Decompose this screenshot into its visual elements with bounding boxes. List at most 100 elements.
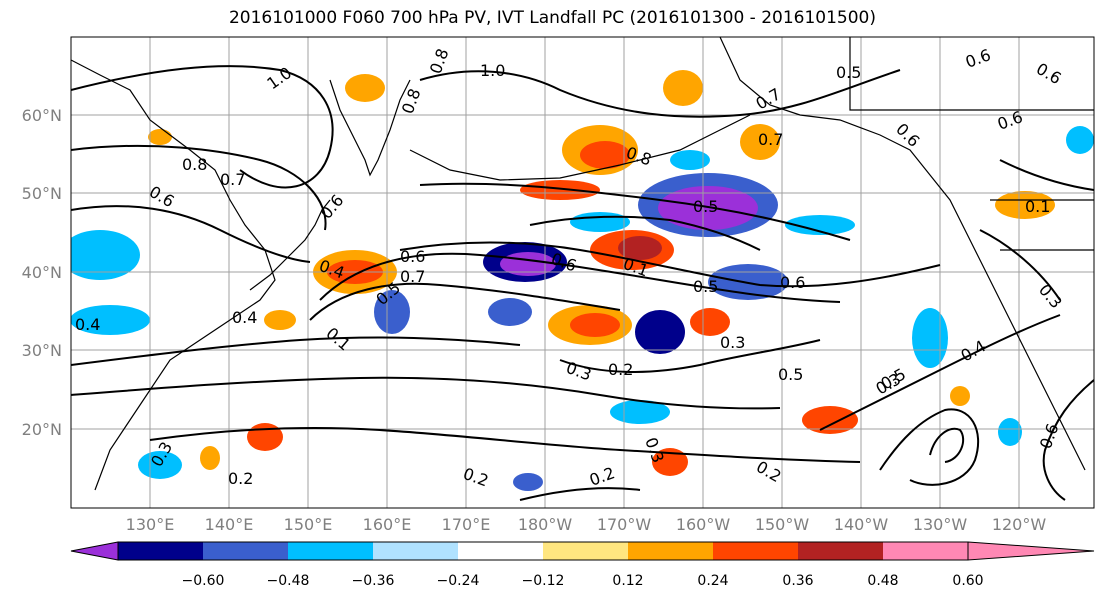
lat-labels: 60°N 50°N 40°N 30°N 20°N: [22, 106, 62, 439]
contour-line: [519, 487, 641, 501]
contour-label: 0.6: [400, 247, 425, 266]
gridlines: [71, 37, 1094, 508]
contour-label: 0.1: [1025, 197, 1050, 216]
contour-label: 0.3: [720, 333, 745, 352]
shade-blob: [71, 230, 140, 280]
contour-label: 0.5: [836, 63, 861, 82]
shade-blob: [740, 124, 780, 160]
contour-label: 0.5: [693, 277, 718, 296]
shade-blob: [670, 150, 710, 170]
contour-label: 0.2: [228, 469, 253, 488]
lon-label: 150°W: [755, 515, 810, 534]
coastlines: [71, 37, 1094, 491]
contour-line: [419, 182, 851, 241]
contour-line: [1042, 379, 1094, 501]
lon-label: 130°E: [126, 515, 175, 534]
shade-blob: [618, 236, 662, 260]
lat-label: 60°N: [22, 106, 62, 125]
lon-label: 170°E: [442, 515, 491, 534]
colorbar-tick-label: −0.36: [352, 573, 395, 589]
colorbar-tick-label: 0.48: [867, 573, 898, 589]
shade-blob: [71, 305, 150, 335]
shade-blob: [950, 386, 970, 406]
shade-blob: [200, 446, 220, 470]
colorbar: −0.60 −0.48 −0.36 −0.24 −0.12 0.12 0.24 …: [70, 541, 1095, 589]
contour-label: 0.8: [182, 155, 207, 174]
contour-line: [999, 159, 1094, 191]
contour-line: [71, 144, 327, 231]
shade-blob: [998, 418, 1022, 446]
shade-blob: [690, 308, 730, 336]
colorbar-tick-label: 0.12: [612, 573, 643, 589]
shade-blob: [513, 473, 543, 491]
shade-blob: [520, 180, 600, 200]
contour-line: [71, 336, 521, 366]
contour-label: 0.7: [220, 170, 245, 189]
colorbar-tick-label: 0.36: [782, 573, 813, 589]
contour-line: [319, 252, 841, 303]
aleutians: [409, 114, 751, 181]
lat-label: 40°N: [22, 263, 62, 282]
colorbar-tick-label: −0.24: [437, 573, 480, 589]
shade-blob: [570, 212, 630, 232]
shade-blob: [247, 423, 283, 451]
shade-blob: [912, 308, 948, 368]
contour-label: 0.4: [75, 315, 100, 334]
shade-blob: [610, 400, 670, 424]
shade-blob: [995, 191, 1055, 219]
asia-coast: [71, 59, 276, 491]
colorbar-segment: [883, 542, 968, 560]
contour-line: [929, 427, 965, 463]
lon-label: 140°W: [834, 515, 889, 534]
shade-blob: [802, 406, 858, 434]
contour-line: [309, 282, 621, 321]
shade-blob: [663, 70, 703, 106]
shade-blob: [374, 290, 410, 334]
contour-line: [529, 215, 761, 251]
shade-blob: [488, 298, 532, 326]
map-title: 2016101000 F060 700 hPa PV, IVT Landfall…: [228, 8, 876, 28]
lat-label: 50°N: [22, 184, 62, 203]
contour-line: [71, 205, 311, 263]
lon-label: 150°E: [284, 515, 333, 534]
colorbar-tick-label: −0.12: [522, 573, 565, 589]
shade-blob: [138, 451, 182, 479]
contour-label: 1.0: [480, 61, 505, 80]
alaska-coast: [719, 37, 1086, 471]
contour-label: 0.6: [780, 273, 805, 292]
contour-label: 0.7: [758, 130, 783, 149]
shade-blob: [635, 310, 685, 354]
contour-line: [879, 408, 980, 486]
colorbar-segment: [798, 542, 883, 560]
contour-line: [979, 229, 1061, 301]
colorbar-tick-label: 0.24: [697, 573, 728, 589]
shade-blob: [1066, 126, 1094, 154]
colorbar-segment: [203, 542, 288, 560]
contour-line: [71, 65, 334, 189]
japan-coast: [249, 199, 331, 291]
colorbar-segment: [458, 542, 543, 560]
lon-label: 160°W: [676, 515, 731, 534]
contour-label: 0.2: [608, 360, 633, 379]
map-border: [70, 36, 1095, 509]
colorbar-segment: [543, 542, 628, 560]
contour-line: [149, 427, 861, 463]
colorbar-tick-label: 0.60: [952, 573, 983, 589]
shade-blob: [580, 141, 630, 169]
colorbar-right-arrow: [967, 541, 1095, 561]
contour-line: [819, 314, 1061, 431]
shade-blob: [652, 448, 688, 476]
lat-label: 30°N: [22, 341, 62, 360]
shade-blob: [785, 215, 855, 235]
colorbar-segment: [373, 542, 458, 560]
colorbar-segment: [628, 542, 713, 560]
contour-line: [419, 69, 901, 118]
shade-blob: [264, 310, 296, 330]
colorbar-outline: [117, 541, 969, 561]
contour-line: [71, 376, 781, 410]
shade-blob: [570, 313, 620, 337]
contour-line: [559, 339, 821, 373]
na-border: [849, 37, 1094, 111]
lon-label: 140°E: [205, 515, 254, 534]
lon-label: 160°E: [363, 515, 412, 534]
